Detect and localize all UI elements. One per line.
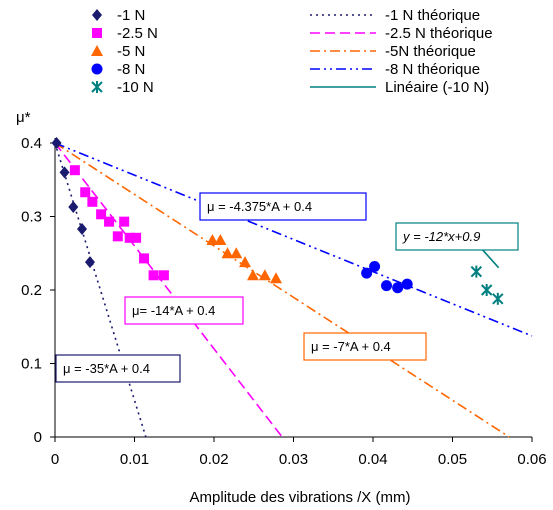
x-tick-label: 0.02 [199,451,228,468]
series-line-1 [55,143,146,437]
x-axis-label: Amplitude des vibrations /X (mm) [190,489,411,506]
equation-box: y = -12*x+0.9 [396,223,518,250]
legend-label: -8 N [117,61,145,78]
series-line-3 [55,143,509,437]
x-tick-label: 0.03 [279,451,308,468]
data-point [113,231,123,241]
data-point [85,256,95,268]
data-point [381,280,392,291]
y-tick-label: 0 [34,429,42,446]
data-point [80,187,90,197]
data-point [60,166,70,178]
y-tick-label: 0.1 [21,356,42,373]
data-point [369,261,380,272]
equation-label: y = -12*x+0.9 [402,229,480,244]
data-point [247,269,259,280]
x-tick-label: 0 [51,451,59,468]
legend-label: -8 N théorique [385,61,480,78]
legend-label: -5N théorique [385,43,476,60]
data-point [270,272,282,283]
legend-marker [92,81,102,93]
data-point [87,197,97,207]
legend-marker [92,9,102,21]
x-tick-label: 0.05 [438,451,467,468]
equation-label: μ = -4.375*A + 0.4 [207,199,312,214]
x-tick-label: 0.01 [120,451,149,468]
data-point [77,223,87,235]
data-point [68,201,78,213]
series-line-2 [55,143,282,437]
data-point [259,269,271,280]
legend-label: -5 N [117,43,145,60]
equation-label: μ = -7*A + 0.4 [311,339,391,354]
data-point [149,270,159,280]
data-point [493,293,503,305]
data-point [70,165,80,175]
legend-marker [91,45,103,56]
data-point [471,266,481,278]
legend: -1 N-2.5 N-5 N-8 N-10 N -1 N théorique-2.… [91,7,493,96]
legend-marker [92,28,102,38]
data-point [402,279,413,290]
data-point [230,247,242,258]
data-point [482,284,492,296]
legend-label: -1 N [117,7,145,24]
legend-label: Linéaire (-10 N) [385,79,489,96]
data-point [119,217,129,227]
y-tick-label: 0.3 [21,209,42,226]
y-tick-label: 0.4 [21,135,42,152]
equation-label: μ= -14*A + 0.4 [132,303,215,318]
data-point [131,233,141,243]
legend-label: -1 N théorique [385,7,480,24]
plot-area: 0 0.1 0.2 0.3 0.4 0 0.01 0.02 0.03 0.04 0.05 0.06 [21,135,546,468]
legend-label: -2.5 N [117,25,158,42]
y-axis-label: μ* [16,109,31,126]
y-tick-label: 0.2 [21,282,42,299]
equation-box: μ = -4.375*A + 0.4 [200,193,366,220]
legend-label: -2.5 N théorique [385,25,493,42]
data-point [159,270,169,280]
equation-label: μ = -35*A + 0.4 [63,361,150,376]
legend-label: -10 N [117,79,154,96]
equation-box: μ = -35*A + 0.4 [56,355,180,382]
x-tick-label: 0.04 [358,451,387,468]
data-point [214,234,226,245]
data-point [392,282,403,293]
data-point [139,253,149,263]
equation-box: μ= -14*A + 0.4 [125,297,243,324]
legend-marker [92,64,103,75]
x-tick-label: 0.06 [517,451,546,468]
data-point [104,217,114,227]
equation-box: μ = -7*A + 0.4 [304,333,426,360]
